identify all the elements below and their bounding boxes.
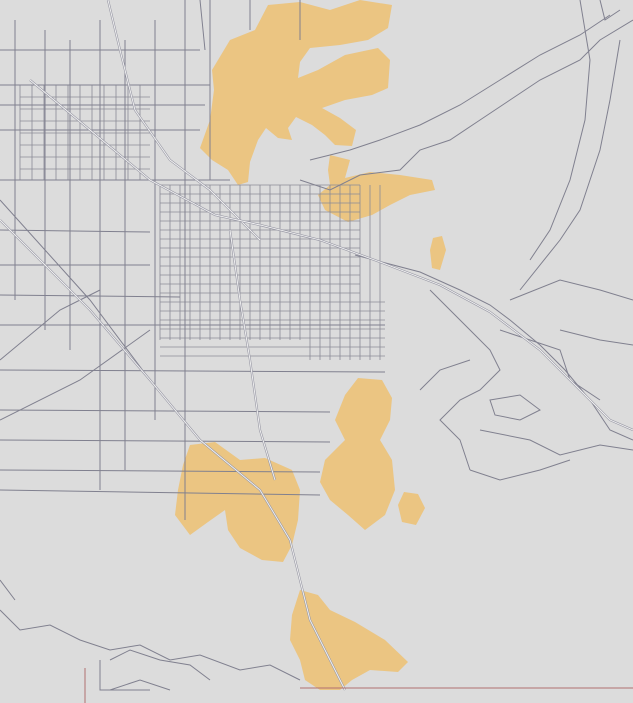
- county-boundary: [84, 668, 633, 703]
- zone-north[interactable]: [200, 0, 392, 185]
- highlighted-areas: [175, 0, 446, 690]
- zone-southeast-small[interactable]: [398, 492, 425, 525]
- zone-southeast[interactable]: [320, 378, 395, 530]
- zone-grapevine[interactable]: [290, 590, 408, 690]
- zone-northeast[interactable]: [318, 155, 435, 222]
- zone-east-small[interactable]: [430, 236, 446, 270]
